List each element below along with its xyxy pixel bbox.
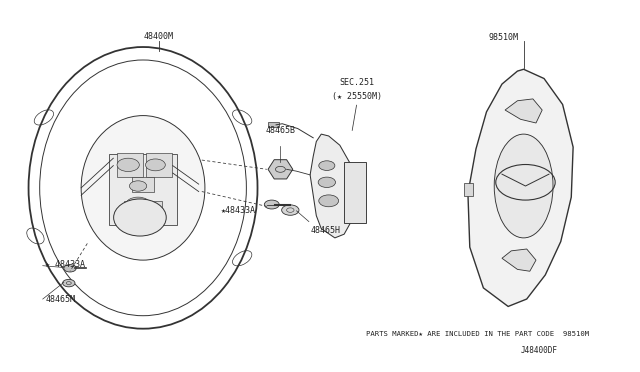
Circle shape — [282, 205, 299, 215]
Circle shape — [145, 159, 165, 171]
Text: ★48433A: ★48433A — [221, 206, 255, 215]
Polygon shape — [502, 249, 536, 271]
Text: 48465B: 48465B — [266, 126, 296, 135]
Text: 98510M: 98510M — [488, 33, 518, 42]
Bar — [109, 154, 177, 225]
Text: 48400M: 48400M — [143, 32, 173, 41]
Circle shape — [319, 161, 335, 170]
Text: SEC.251: SEC.251 — [339, 78, 374, 87]
Bar — [124, 201, 161, 221]
Polygon shape — [505, 99, 542, 123]
Bar — [268, 122, 279, 128]
Bar — [344, 162, 366, 223]
Text: ★ 48433A: ★ 48433A — [45, 260, 85, 269]
Circle shape — [318, 177, 335, 187]
Ellipse shape — [81, 116, 205, 260]
Polygon shape — [268, 160, 292, 179]
Ellipse shape — [494, 134, 553, 238]
Bar — [117, 153, 143, 177]
Text: (★ 25550M): (★ 25550M) — [332, 92, 381, 101]
Bar — [146, 153, 172, 177]
Text: PARTS MARKED★ ARE INCLUDED IN THE PART CODE  98510M: PARTS MARKED★ ARE INCLUDED IN THE PART C… — [366, 331, 589, 337]
Bar — [132, 177, 154, 192]
Circle shape — [129, 181, 147, 191]
Circle shape — [319, 195, 339, 207]
Circle shape — [63, 279, 75, 287]
Circle shape — [125, 197, 150, 212]
Text: 48465M: 48465M — [45, 295, 76, 304]
Circle shape — [264, 200, 279, 209]
Polygon shape — [310, 134, 353, 238]
Circle shape — [117, 158, 140, 171]
Text: 48465H: 48465H — [310, 226, 340, 235]
Polygon shape — [468, 69, 573, 307]
Text: J48400DF: J48400DF — [520, 346, 557, 355]
Circle shape — [64, 264, 76, 272]
Ellipse shape — [114, 199, 166, 236]
Bar — [463, 183, 474, 196]
